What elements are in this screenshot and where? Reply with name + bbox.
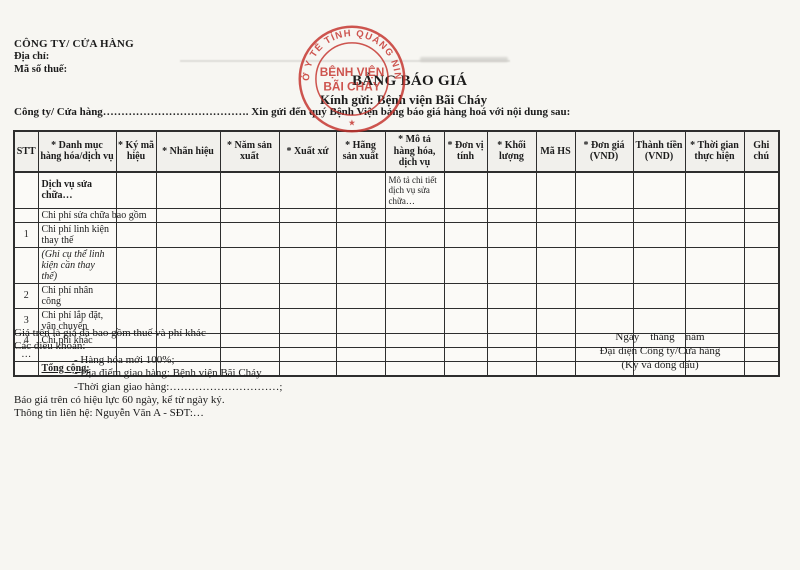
cell-item: (Ghi cụ thể linh kiện cần thay thế) bbox=[37, 246, 117, 284]
col-duration: * Thời gian thực hiện bbox=[684, 130, 745, 173]
cell-item: Dịch vụ sửa chữa… bbox=[37, 171, 117, 209]
stamp-star: ★ bbox=[348, 118, 356, 128]
cell-item: Chi phí nhân công bbox=[37, 282, 117, 309]
table-row: 1 Chi phí linh kiện thay thế bbox=[13, 221, 780, 248]
col-stt: STT bbox=[13, 130, 39, 173]
table-row: Chi phí sửa chữa bao gồm bbox=[13, 207, 780, 223]
tax-code-label: Mã số thuế: bbox=[14, 64, 68, 75]
cell-stt bbox=[13, 171, 39, 209]
signature-seal-note: (Ký và đóng dấu) bbox=[621, 359, 699, 371]
intro-line: Công ty/ Cửa hàng…………………………………. Xin gửi … bbox=[14, 106, 571, 118]
table-row: … bbox=[13, 346, 780, 362]
signature-date-line: Ngày tháng năm bbox=[615, 331, 705, 343]
terms-tax-note: Giá trên là giá đã bao gồm thuế và phí k… bbox=[14, 327, 206, 339]
col-brand: * Nhãn hiệu bbox=[155, 130, 221, 173]
terms-delivery-time: -Thời gian giao hàng:…………………………; bbox=[74, 380, 283, 393]
col-item: * Danh mục hàng hóa/dịch vụ bbox=[37, 130, 117, 173]
cell-stt: 1 bbox=[13, 221, 39, 248]
table-row: 3 Chi phí lắp đặt, vận chuyển bbox=[13, 307, 780, 334]
cell-stt: 3 bbox=[13, 307, 39, 334]
terms-new-goods: - Hàng hóa mới 100%; bbox=[74, 353, 175, 366]
cell-stt: 2 bbox=[13, 282, 39, 309]
signature-representative: Đại diện Công ty/Cửa hàng bbox=[599, 345, 721, 357]
quotation-table: STT * Danh mục hàng hóa/dịch vụ * Ký mã … bbox=[13, 130, 780, 377]
col-note: Ghi chú bbox=[743, 130, 780, 173]
signature-block: Ngày tháng năm Đại diện Công ty/Cửa hàng… bbox=[565, 330, 755, 372]
terms-delivery-place: - Địa điểm giao hàng: Bệnh viện Bãi Cháy bbox=[74, 367, 262, 380]
col-manufacturer: * Hãng sản xuất bbox=[335, 130, 386, 173]
table-header-row: STT * Danh mục hàng hóa/dịch vụ * Ký mã … bbox=[13, 130, 780, 173]
company-name: CÔNG TY/ CỬA HÀNG bbox=[14, 38, 134, 50]
cell-stt bbox=[13, 246, 39, 284]
col-unit: * Đơn vị tính bbox=[443, 130, 488, 173]
terms-block: Giá trên là giá đã bao gồm thuế và phí k… bbox=[14, 327, 282, 421]
col-description: * Mô tả hàng hóa, dịch vụ bbox=[384, 130, 445, 173]
table-row: Dịch vụ sửa chữa… Mô tả chi tiết dịch vụ… bbox=[13, 171, 780, 209]
page-title: BẢNG BÁO GIÁ bbox=[352, 73, 468, 89]
col-year: * Năm sản xuất bbox=[219, 130, 280, 173]
col-hs-code: Mã HS bbox=[535, 130, 576, 173]
scan-smudge bbox=[420, 57, 508, 62]
terms-contact: Thông tin liên hệ: Nguyễn Văn A - SĐT:… bbox=[14, 407, 204, 420]
terms-validity: Báo giá trên có hiệu lực 60 ngày, kể từ … bbox=[14, 394, 225, 407]
table-total-row: Tổng cộng: bbox=[13, 360, 780, 377]
cell-item: Chi phí linh kiện thay thế bbox=[37, 221, 117, 248]
terms-heading: Các điều khoản: bbox=[14, 340, 86, 353]
address-label: Địa chỉ: bbox=[14, 51, 50, 62]
cell-stt: … bbox=[13, 346, 39, 362]
letterhead: CÔNG TY/ CỬA HÀNG Địa chỉ: Mã số thuế: bbox=[14, 38, 134, 76]
cell-item: Chi phí lắp đặt, vận chuyển bbox=[37, 307, 117, 334]
table-row: (Ghi cụ thể linh kiện cần thay thế) bbox=[13, 246, 780, 284]
cell-stt bbox=[13, 207, 39, 223]
col-amount: Thành tiền (VND) bbox=[632, 130, 686, 173]
col-unit-price: * Đơn giá (VND) bbox=[574, 130, 634, 173]
cell-description: Mô tả chi tiết dịch vụ sửa chữa… bbox=[384, 171, 445, 209]
col-quantity: * Khối lượng bbox=[486, 130, 537, 173]
col-origin: * Xuất xứ bbox=[278, 130, 337, 173]
table-row: 2 Chi phí nhân công bbox=[13, 282, 780, 309]
col-code: * Ký mã hiệu bbox=[115, 130, 157, 173]
cell-item: Chi phí sửa chữa bao gồm bbox=[37, 207, 147, 223]
